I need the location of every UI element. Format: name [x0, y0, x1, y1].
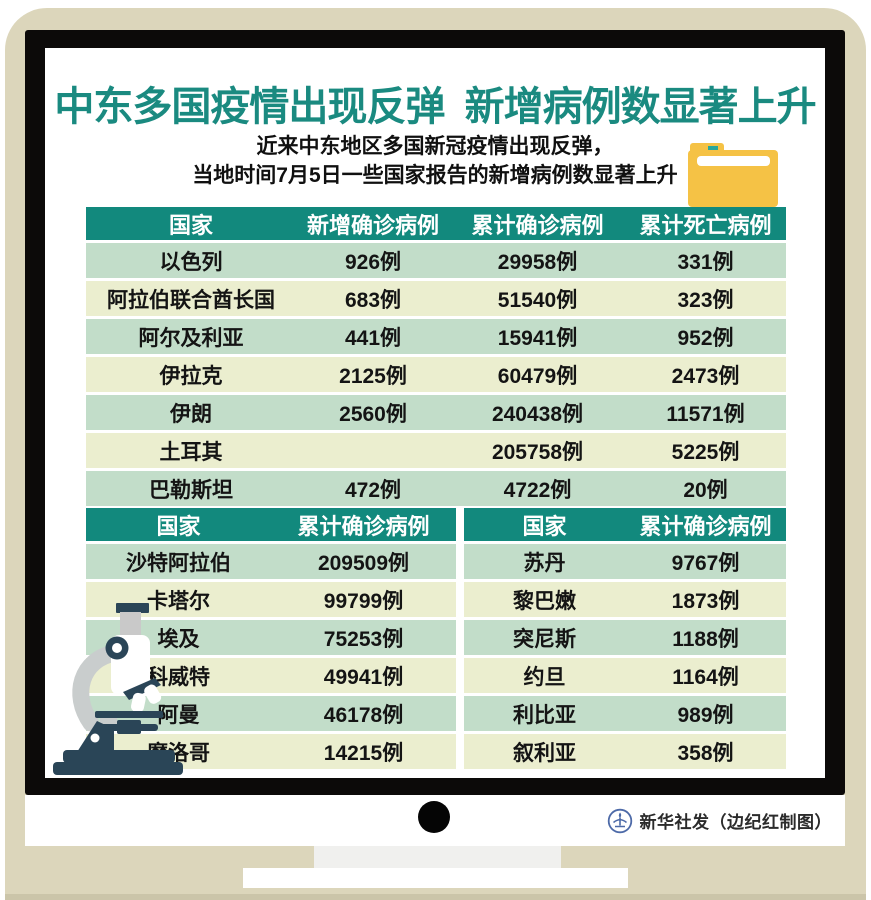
table-header-cell: 国家 — [168, 212, 213, 238]
credit-text: 新华社发（边纪红制图） — [639, 813, 832, 832]
table-cell: 1164例 — [672, 665, 739, 689]
page-title: 中东多国疫情出现反弹 新增病例数显著上升 — [54, 85, 816, 129]
table-cell: 叙利亚 — [513, 741, 576, 765]
table-cell: 阿拉伯联合酋长国 — [107, 288, 275, 312]
table-header-cell: 累计确诊病例 — [471, 212, 604, 238]
table-cell: 20例 — [683, 478, 728, 502]
cumulative-table-right: 国家 累计确诊病例苏丹 9767例黎巴嫩 1873例突尼斯 1188例约旦 1164例利比… — [464, 508, 786, 769]
table-cell: 209509例 — [317, 551, 410, 575]
table-cell: 伊朗 — [170, 402, 212, 426]
table-header-cell: 新增确诊病例 — [306, 212, 439, 238]
table-row: 约旦 1164例 — [464, 658, 786, 693]
table-cell: 75253例 — [323, 627, 404, 651]
table-cell: 952例 — [677, 326, 734, 350]
table-header-row: 国家 新增确诊病例 累计确诊病例 累计死亡病例 — [86, 207, 786, 240]
main-cases-table: 国家 新增确诊病例 累计确诊病例 累计死亡病例以色列 926例 29958例 331例阿拉伯… — [86, 207, 786, 506]
table-cell: 科威特 — [147, 665, 210, 689]
table-row: 阿拉伯联合酋长国 683例 51540例 323例 — [86, 281, 786, 316]
monitor-stand-neck — [314, 846, 561, 868]
subtitle-line-1: 近来中东地区多国新冠疫情出现反弹， — [256, 135, 614, 158]
table-header-row: 国家 累计确诊病例 — [464, 508, 786, 541]
table-cell: 以色列 — [159, 250, 223, 274]
table-cell: 约旦 — [523, 665, 566, 689]
card-bottom-edge — [5, 894, 866, 900]
camera-dot — [418, 801, 450, 833]
table-cell: 阿曼 — [157, 703, 200, 727]
xinhua-logo-icon — [607, 808, 632, 833]
table-cell: 240438例 — [491, 402, 584, 426]
microscope-icon — [53, 603, 183, 775]
table-cell: 5225例 — [671, 440, 740, 464]
page-subtitle: 近来中东地区多国新冠疫情出现反弹， 当地时间7月5日一些国家报告的新增病例数显著… — [45, 132, 825, 190]
table-cell: 苏丹 — [523, 551, 566, 575]
table-cell: 巴勒斯坦 — [149, 478, 233, 502]
table-cell: 46178例 — [323, 703, 404, 727]
table-cell: 2125例 — [339, 364, 407, 388]
table-cell — [296, 433, 450, 468]
table-cell: 323例 — [677, 288, 734, 312]
table-cell: 99799例 — [323, 589, 404, 613]
table-cell: 黎巴嫩 — [513, 589, 576, 613]
table-cell: 阿尔及利亚 — [138, 326, 244, 350]
monitor-chin: 新华社发（边纪红制图） — [25, 795, 845, 846]
folder-icon — [688, 143, 778, 207]
subtitle-line-2: 当地时间7月5日一些国家报告的新增病例数显著上升 — [192, 164, 678, 187]
table-header-row: 国家 累计确诊病例 — [86, 508, 456, 541]
table-cell: 331例 — [677, 250, 734, 274]
table-row: 巴勒斯坦 472例 4722例 20例 — [86, 471, 786, 506]
table-row: 突尼斯 1188例 — [464, 620, 786, 655]
table-cell: 926例 — [344, 250, 402, 274]
table-header-cell: 国家 — [156, 513, 201, 539]
monitor-screen: 中东多国疫情出现反弹 新增病例数显著上升 近来中东地区多国新冠疫情出现反弹， 当… — [45, 48, 825, 778]
table-cell: 49941例 — [323, 665, 404, 689]
table-row: 叙利亚 358例 — [464, 734, 786, 769]
monitor-frame: 中东多国疫情出现反弹 新增病例数显著上升 近来中东地区多国新冠疫情出现反弹， 当… — [25, 30, 845, 795]
table-cell: 11571例 — [666, 402, 745, 426]
table-cell: 51540例 — [497, 288, 578, 312]
table-cell: 683例 — [344, 288, 402, 312]
table-cell: 15941例 — [497, 326, 578, 350]
table-row: 沙特阿拉伯 209509例 — [86, 544, 456, 579]
table-cell: 4722例 — [503, 478, 572, 502]
table-cell: 441例 — [344, 326, 402, 350]
table-cell: 358例 — [677, 741, 734, 765]
table-row: 伊朗 2560例 240438例 11571例 — [86, 395, 786, 430]
table-cell: 土耳其 — [159, 440, 223, 464]
monitor-stand-base — [243, 868, 628, 888]
table-cell: 14215例 — [323, 741, 404, 765]
publisher-credit: 新华社发（边纪红制图） — [607, 795, 833, 846]
table-cell: 卡塔尔 — [147, 589, 210, 613]
table-row: 土耳其 205758例 5225例 — [86, 433, 786, 468]
table-row: 以色列 926例 29958例 331例 — [86, 243, 786, 278]
table-cell: 989例 — [677, 703, 734, 727]
table-cell: 29958例 — [497, 250, 578, 274]
table-cell: 利比亚 — [513, 703, 576, 727]
table-cell: 472例 — [344, 478, 402, 502]
table-cell: 突尼斯 — [513, 627, 576, 651]
table-cell: 埃及 — [157, 627, 200, 651]
table-header-cell: 国家 — [522, 513, 567, 539]
table-cell: 伊拉克 — [159, 364, 223, 388]
table-row: 阿尔及利亚 441例 15941例 952例 — [86, 319, 786, 354]
table-cell: 60479例 — [497, 364, 578, 388]
table-row: 利比亚 989例 — [464, 696, 786, 731]
table-header-cell: 累计确诊病例 — [639, 513, 772, 539]
table-row: 苏丹 9767例 — [464, 544, 786, 579]
table-header-cell: 累计死亡病例 — [639, 212, 772, 238]
table-row: 伊拉克 2125例 60479例 2473例 — [86, 357, 786, 392]
table-cell: 2473例 — [671, 364, 740, 388]
table-header-cell: 累计确诊病例 — [297, 513, 430, 539]
table-cell: 1188例 — [672, 627, 739, 651]
table-cell: 沙特阿拉伯 — [126, 551, 231, 575]
table-cell: 9767例 — [671, 551, 740, 575]
table-row: 黎巴嫩 1873例 — [464, 582, 786, 617]
table-cell: 205758例 — [491, 440, 584, 464]
table-cell: 2560例 — [339, 402, 407, 426]
table-cell: 1873例 — [671, 589, 740, 613]
